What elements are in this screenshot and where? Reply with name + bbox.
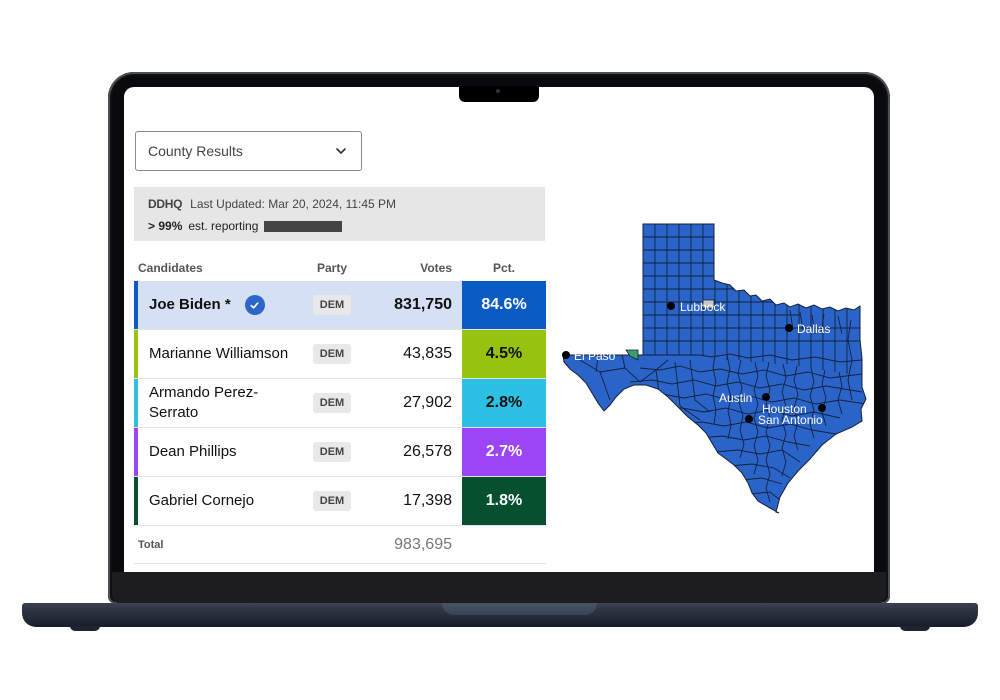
candidate-votes: 27,902 bbox=[403, 394, 452, 411]
candidate-name: Gabriel Cornejo bbox=[149, 492, 255, 509]
party-badge: DEM bbox=[312, 295, 352, 315]
reporting-status-panel: DDHQ Last Updated: Mar 20, 2024, 11:45 P… bbox=[134, 187, 545, 241]
candidate-pct: 1.8% bbox=[462, 477, 546, 525]
candidate-color-stripe bbox=[134, 281, 138, 329]
total-votes: 983,695 bbox=[394, 535, 452, 553]
table-total-row: Total 983,695 bbox=[134, 526, 546, 564]
party-badge: DEM bbox=[312, 442, 352, 462]
candidate-pct: 84.6% bbox=[462, 281, 546, 329]
lid-opening-notch bbox=[442, 603, 597, 615]
table-row-candidate: Gabriel Cornejo DEM 17,398 1.8% bbox=[134, 477, 546, 526]
candidate-color-stripe bbox=[134, 330, 138, 378]
candidate-color-stripe bbox=[134, 428, 138, 476]
party-badge: DEM bbox=[312, 393, 352, 413]
candidate-pct: 4.5% bbox=[462, 330, 546, 378]
results-view-dropdown[interactable]: County Results bbox=[135, 131, 362, 171]
candidate-color-stripe bbox=[134, 379, 138, 427]
camera-notch bbox=[459, 86, 539, 102]
laptop-foot-left bbox=[70, 626, 100, 631]
candidate-color-stripe bbox=[134, 477, 138, 525]
candidate-name: Dean Phillips bbox=[149, 443, 237, 460]
laptop-chin bbox=[112, 572, 886, 604]
results-table: Candidates Party Votes Pct. Joe Biden * … bbox=[134, 255, 546, 564]
screen: County Results DDHQ Last Updated: Mar 20… bbox=[124, 87, 874, 572]
table-row-candidate: Joe Biden * DEM 831,750 84.6% bbox=[134, 281, 546, 330]
camera-icon bbox=[496, 89, 500, 93]
candidate-pct: 2.8% bbox=[462, 379, 546, 427]
chevron-down-icon bbox=[336, 148, 346, 154]
header-pct: Pct. bbox=[492, 261, 515, 275]
candidate-pct: 2.7% bbox=[462, 428, 546, 476]
candidate-name: Armando Perez-Serrato bbox=[149, 384, 259, 421]
winner-check-icon bbox=[244, 295, 265, 315]
reporting-percent: > 99% bbox=[148, 219, 183, 233]
candidate-votes: 43,835 bbox=[403, 345, 452, 362]
candidate-votes: 831,750 bbox=[394, 296, 452, 313]
candidate-name: Marianne Williamson bbox=[149, 345, 289, 362]
last-updated-text: Last Updated: Mar 20, 2024, 11:45 PM bbox=[190, 197, 397, 211]
table-row-candidate: Armando Perez-Serrato DEM 27,902 2.8% bbox=[134, 379, 546, 428]
reporting-progress-bar bbox=[264, 220, 343, 232]
dropdown-selected-label: County Results bbox=[148, 143, 243, 159]
party-badge: DEM bbox=[312, 344, 352, 364]
table-row-candidate: Marianne Williamson DEM 43,835 4.5% bbox=[134, 330, 546, 379]
candidate-votes: 26,578 bbox=[403, 443, 452, 460]
header-votes: Votes bbox=[420, 261, 452, 275]
candidate-name: Joe Biden * bbox=[149, 296, 231, 313]
header-candidates: Candidates bbox=[138, 261, 203, 275]
total-label: Total bbox=[138, 538, 164, 551]
table-row-candidate: Dean Phillips DEM 26,578 2.7% bbox=[134, 428, 546, 477]
laptop-base bbox=[22, 603, 978, 627]
laptop-foot-right bbox=[900, 626, 930, 631]
reporting-label: est. reporting bbox=[188, 219, 259, 233]
header-party: Party bbox=[316, 261, 348, 275]
ddhq-logo: DDHQ bbox=[148, 197, 183, 211]
candidate-votes: 17,398 bbox=[403, 492, 452, 509]
table-header: Candidates Party Votes Pct. bbox=[134, 255, 546, 281]
party-badge: DEM bbox=[312, 491, 352, 511]
